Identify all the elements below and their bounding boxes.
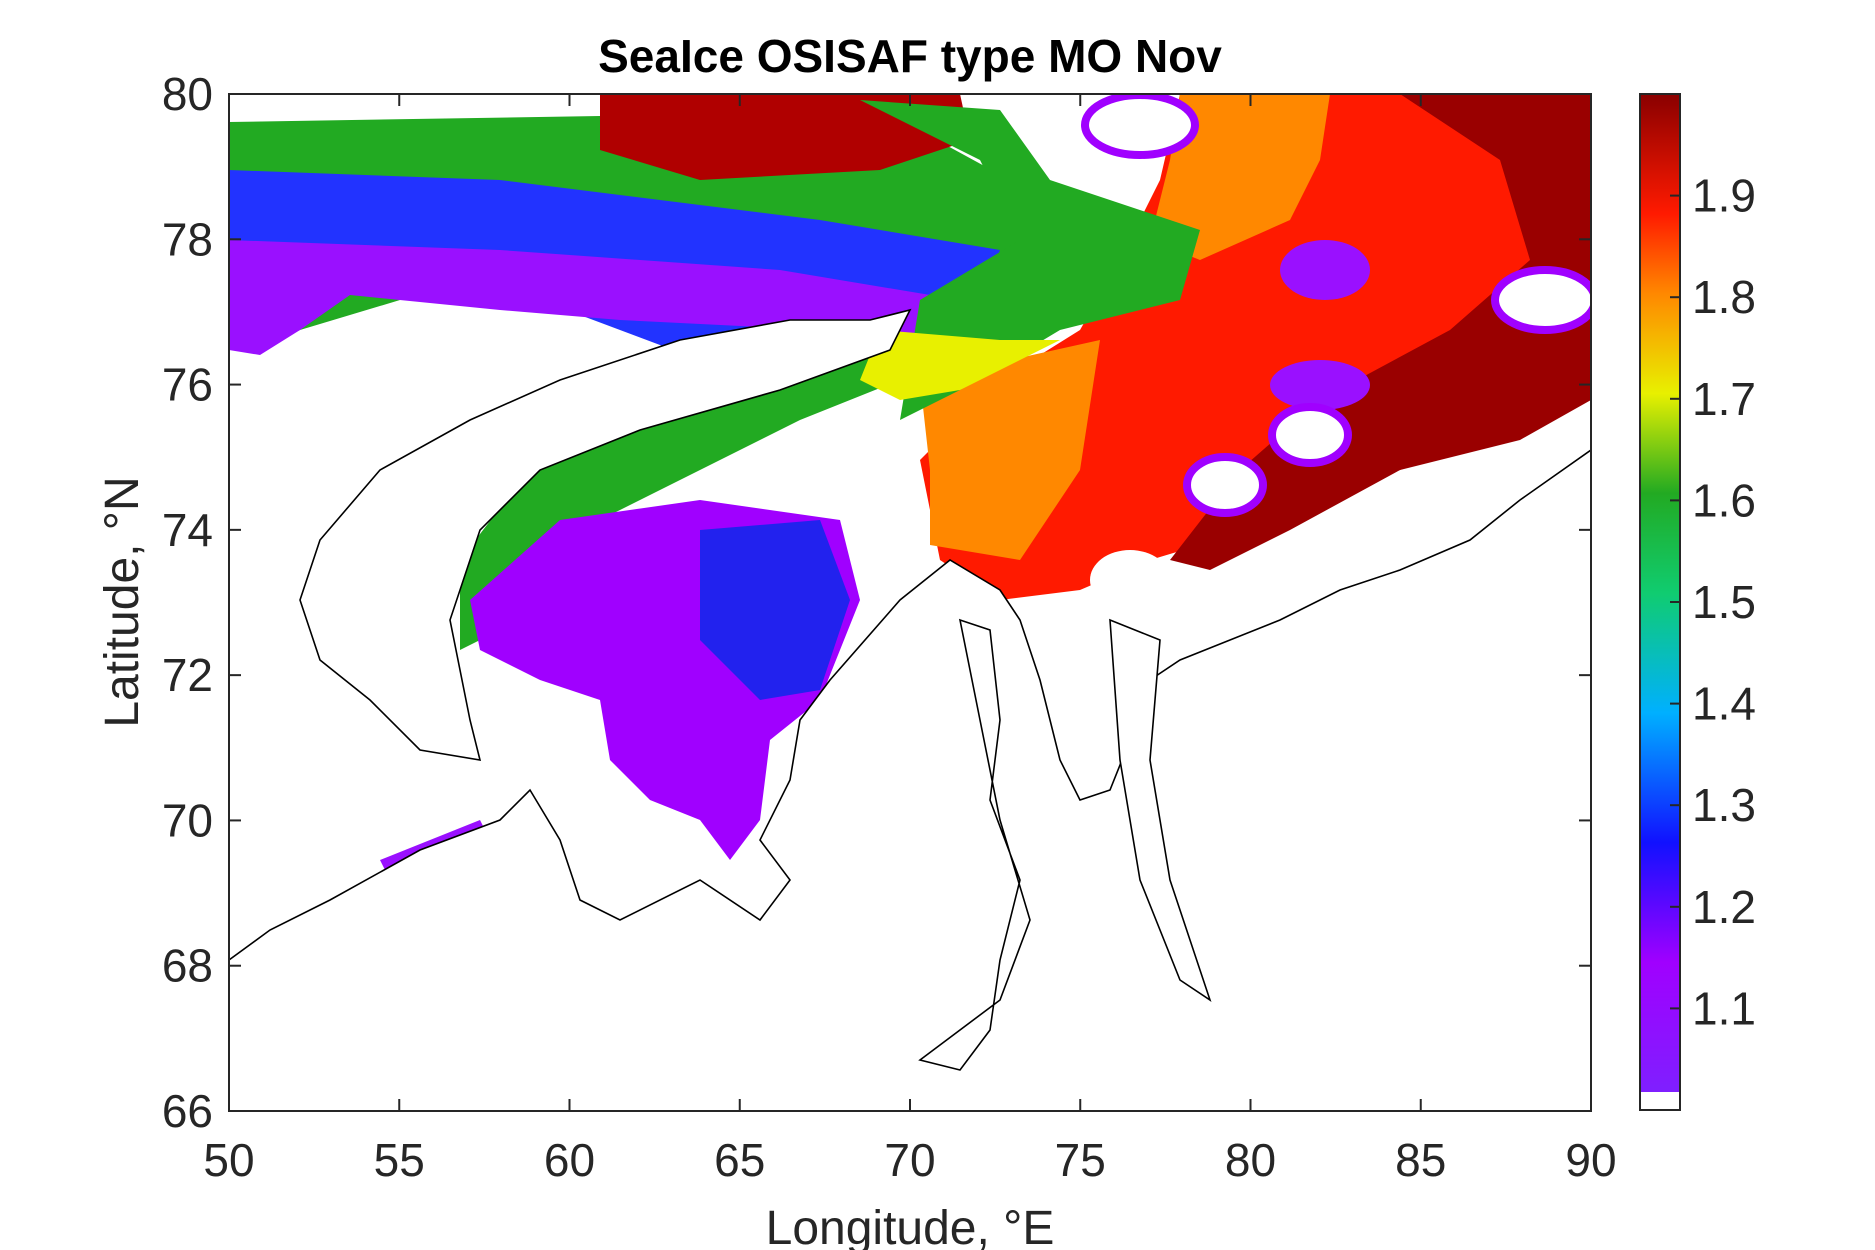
x-axis-label: Longitude, °E [766,1202,1055,1250]
islands [1081,94,1591,610]
y-tick-label: 68 [162,940,213,992]
colorbar-tick-label: 1.1 [1692,982,1756,1034]
gulf-of-ob [918,618,1031,1071]
colorbar-tick-label: 1.3 [1692,779,1756,831]
yenisei-gulf [1109,618,1212,1002]
colorbar-ticks: 1.1 1.2 1.3 1.4 1.5 1.6 1.7 1.8 1.9 [1670,170,1756,1034]
x-axis: 50 55 60 65 70 75 80 85 90 [203,94,1617,1186]
novaya-zemlya [299,308,912,761]
x-tick-label: 70 [884,1134,935,1186]
x-tick-label: 50 [203,1134,254,1186]
y-tick-label: 80 [162,68,213,120]
colorbar-tick-label: 1.5 [1692,576,1756,628]
region-kara-blue [700,520,850,700]
x-tick-label: 85 [1395,1134,1446,1186]
x-tick-label: 80 [1225,1134,1276,1186]
y-tick-label: 74 [162,504,213,556]
island-4 [1270,360,1370,410]
colorbar: 1.1 1.2 1.3 1.4 1.5 1.6 1.7 1.8 1.9 [1639,93,1756,1111]
x-tick-label: 75 [1055,1134,1106,1186]
chart-title: SeaIce OSISAF type MO Nov [598,30,1222,82]
y-tick-label: 76 [162,359,213,411]
colorbar-tick-label: 1.8 [1692,271,1756,323]
plot-area [229,94,1591,1111]
x-tick-label: 60 [544,1134,595,1186]
x-tick-label: 55 [374,1134,425,1186]
colorbar-gradient [1640,94,1680,1092]
island-7 [1090,550,1170,610]
x-tick-label: 65 [714,1134,765,1186]
colorbar-empty-swatch [1640,1092,1680,1110]
colorbar-tick-label: 1.4 [1692,678,1756,730]
region-north-east [920,94,1591,600]
mainland [229,449,1591,1111]
colorbar-tick-label: 1.7 [1692,373,1756,425]
y-axis: 66 68 70 72 74 76 78 80 [162,68,1591,1137]
region-north-central [600,94,970,180]
island-2 [1280,240,1370,300]
colorbar-tick-label: 1.9 [1692,170,1756,222]
region-central [920,340,1100,560]
region-yellow-band [860,330,1060,400]
land-masses [229,308,1591,1111]
y-tick-label: 78 [162,213,213,265]
colorbar-tick-label: 1.2 [1692,881,1756,933]
island-6 [1183,453,1267,517]
island-3 [1491,266,1591,334]
island-5 [1268,403,1352,467]
y-axis-label: Latitude, °N [96,476,149,727]
y-tick-label: 66 [162,1085,213,1137]
y-tick-label: 72 [162,649,213,701]
island-1 [1081,94,1199,159]
y-tick-label: 70 [162,794,213,846]
x-tick-label: 90 [1565,1134,1616,1186]
colorbar-tick-label: 1.6 [1692,474,1756,526]
